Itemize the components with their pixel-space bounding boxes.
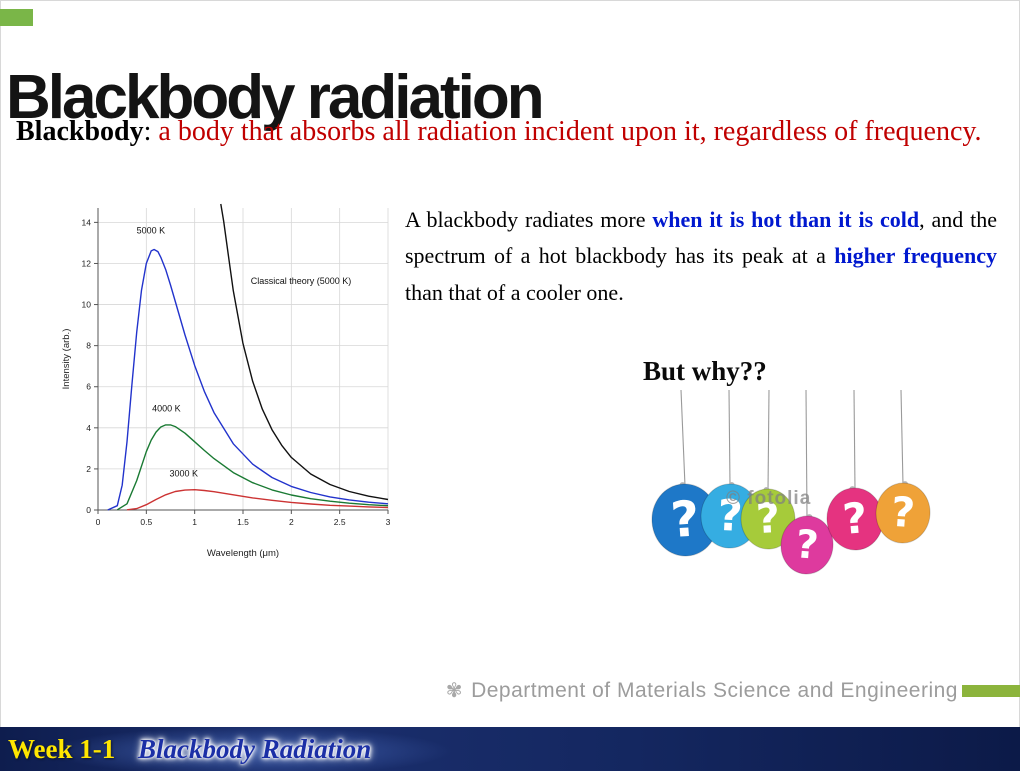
balloon-string: [767, 390, 770, 492]
definition-text: a body that absorbs all radiation incide…: [158, 116, 982, 147]
x-tick-label: 1.5: [237, 517, 249, 527]
balloon-string: [805, 390, 808, 519]
blackbody-definition: Blackbody: a body that absorbs all radia…: [16, 116, 1011, 148]
question-mark-glyph: ?: [841, 493, 870, 544]
question-balloon: ?: [875, 481, 931, 544]
lecture-title: Blackbody Radiation: [138, 734, 372, 764]
footer-bar: Week 1-1 Blackbody Radiation: [0, 727, 1020, 771]
definition-term: Blackbody: [16, 116, 144, 147]
series-line-3000-K: [126, 489, 389, 511]
corner-accent-bar: [0, 9, 33, 26]
paragraph-highlight-hot-cold: when it is hot than it is cold: [652, 207, 920, 232]
paragraph-part1: A blackbody radiates more: [405, 207, 653, 232]
balloon-string: [680, 390, 686, 487]
balloon-string: [728, 390, 731, 487]
y-axis-title: Intensity (arb.): [61, 329, 72, 390]
x-tick-label: 2.5: [334, 517, 346, 527]
paragraph-highlight-higher-frequency: higher frequency: [834, 243, 997, 269]
balloon-string: [900, 390, 904, 486]
y-tick-label: 12: [82, 258, 92, 268]
x-axis-title: Wavelength (μm): [207, 548, 279, 559]
balloon-string: [853, 390, 856, 491]
series-line-Classical-theory-5000-K-: [220, 203, 389, 501]
y-tick-label: 14: [82, 217, 92, 227]
series-label: 5000 K: [137, 226, 166, 236]
series-line-5000-K: [107, 248, 389, 511]
x-tick-label: 3: [386, 517, 391, 527]
series-label: Classical theory (5000 K): [251, 276, 352, 286]
paragraph-part2: , and the spectrum of a hot blackbody ha…: [405, 207, 997, 269]
university-seal-icon: ✾: [445, 680, 464, 702]
question-balloon: ?: [740, 487, 796, 550]
y-tick-label: 6: [86, 382, 91, 392]
question-mark-glyph: ?: [669, 490, 701, 549]
question-mark-glyph: ?: [794, 522, 820, 569]
department-name: Department of Materials Science and Engi…: [471, 679, 958, 702]
y-tick-label: 8: [86, 341, 91, 351]
series-label: 3000 K: [170, 469, 199, 479]
y-tick-label: 0: [86, 505, 91, 515]
question-balloon: ?: [780, 514, 834, 575]
series-line-4000-K: [116, 424, 389, 511]
page-title: Blackbody radiation: [6, 62, 545, 132]
footer-green-bar: [962, 685, 1020, 697]
y-tick-label: 10: [82, 300, 92, 310]
blackbody-spectrum-chart: 0 0.5 1 1.5 2 2.5 3 0 2 4 6 8 10 12 14 Wavelength (μm) I…: [58, 196, 398, 566]
balloon-body: [740, 488, 796, 550]
department-footer: ✾ Department of Materials Science and Eng…: [438, 678, 958, 703]
question-mark-glyph: ?: [755, 494, 781, 543]
paragraph-part3: than that of a cooler one.: [405, 279, 624, 305]
x-tick-label: 2: [289, 517, 294, 527]
but-why-text: But why??: [643, 356, 767, 386]
chart-canvas: 0 0.5 1 1.5 2 2.5 3 0 2 4 6 8 10 12 14 Wavelength (μm) I…: [61, 203, 391, 559]
question-balloons-illustration: ?????? © fotolia: [630, 390, 960, 590]
x-tick-label: 0.5: [140, 517, 152, 527]
balloon-body: [875, 482, 931, 544]
x-tick-label: 1: [192, 517, 197, 527]
balloon-body: [780, 515, 834, 575]
question-balloon: ?: [651, 482, 719, 557]
week-label: Week 1-1: [8, 734, 116, 764]
question-mark-glyph: ?: [889, 488, 916, 538]
body-paragraph: A blackbody radiates more when it is hot…: [405, 202, 997, 311]
x-tick-label: 0: [96, 517, 101, 527]
definition-separator: :: [143, 116, 159, 147]
balloons-canvas: ??????: [651, 390, 931, 575]
series-label: 4000 K: [152, 403, 181, 413]
y-tick-label: 2: [86, 464, 91, 474]
y-tick-label: 4: [86, 423, 91, 433]
question-mark-glyph: ?: [716, 491, 744, 542]
